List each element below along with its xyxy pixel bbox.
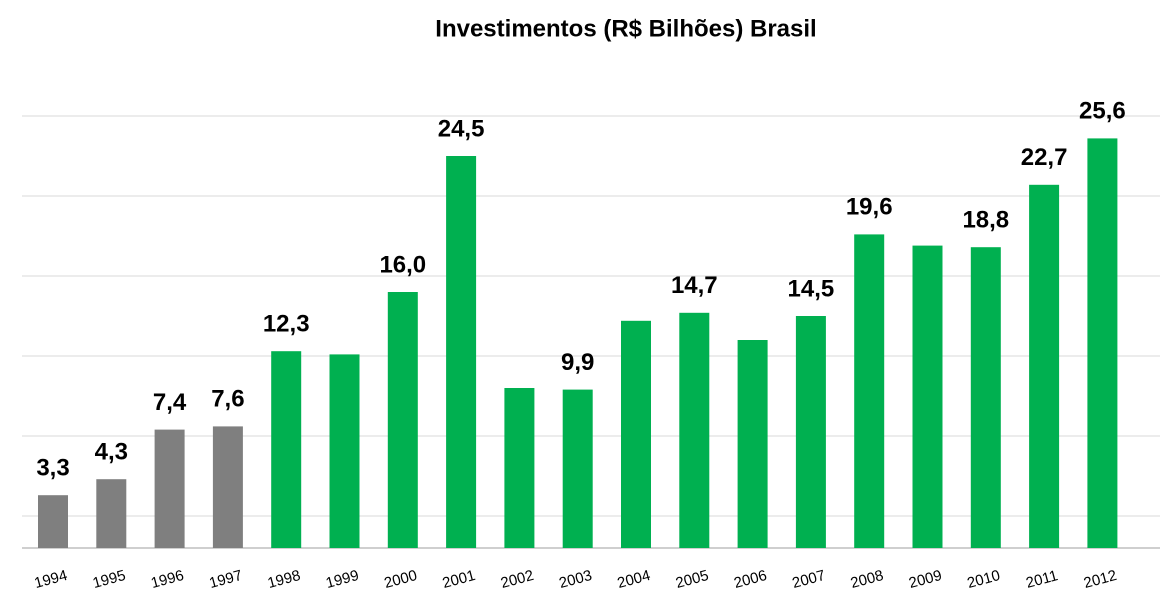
value-label: 18,8 xyxy=(962,207,1009,234)
value-label: 14,7 xyxy=(671,272,718,299)
bar xyxy=(1029,184,1060,549)
x-tick-label: 2002 xyxy=(499,567,536,592)
bar xyxy=(154,429,185,548)
x-tick-label: 2000 xyxy=(382,567,419,592)
x-tick-label: 2009 xyxy=(907,567,944,592)
bar xyxy=(854,234,885,548)
x-tick-label: 1994 xyxy=(33,567,70,592)
value-label: 25,6 xyxy=(1079,98,1126,125)
x-tick-label: 2011 xyxy=(1024,567,1060,592)
value-label: 7,6 xyxy=(211,386,244,413)
value-label: 22,7 xyxy=(1021,144,1068,171)
bar xyxy=(912,245,943,548)
value-label: 16,0 xyxy=(379,251,426,278)
x-tick-label: 2010 xyxy=(965,567,1002,592)
value-label: 14,5 xyxy=(788,275,835,302)
x-tick-label: 2001 xyxy=(441,567,478,592)
bar xyxy=(387,292,418,548)
value-label: 3,3 xyxy=(36,455,69,482)
x-tick-label: 1998 xyxy=(266,567,303,592)
x-tick-label: 2003 xyxy=(557,567,594,592)
x-tick-label: 2005 xyxy=(674,567,711,592)
x-tick-label: 1995 xyxy=(91,567,128,592)
value-label: 12,3 xyxy=(263,311,310,338)
bar xyxy=(679,312,710,548)
value-label: 9,9 xyxy=(561,349,594,376)
x-tick-label: 2012 xyxy=(1082,567,1119,592)
x-tick-label: 1999 xyxy=(324,567,361,592)
value-label: 24,5 xyxy=(438,115,485,142)
bar xyxy=(329,354,360,548)
x-tick-label: 2004 xyxy=(616,567,653,592)
bar xyxy=(271,351,302,548)
bar xyxy=(96,479,127,548)
x-tick-label: 2008 xyxy=(849,567,886,592)
value-label: 7,4 xyxy=(153,389,187,416)
bar xyxy=(621,320,651,548)
bar xyxy=(38,495,68,548)
chart-title: Investimentos (R$ Bilhões) Brasil xyxy=(435,15,816,42)
value-label: 19,6 xyxy=(846,194,893,221)
bar xyxy=(562,389,593,548)
x-tick-label: 1996 xyxy=(149,567,186,592)
bar xyxy=(212,426,243,548)
bar xyxy=(795,316,826,548)
bar xyxy=(970,247,1001,548)
bar xyxy=(1087,138,1118,548)
x-tick-label: 1997 xyxy=(207,567,244,592)
bar xyxy=(446,156,477,548)
x-tick-label: 2007 xyxy=(790,567,827,592)
x-tick-label: 2006 xyxy=(732,567,769,592)
bar xyxy=(737,340,768,548)
value-label: 4,3 xyxy=(95,439,128,466)
bar xyxy=(504,388,535,548)
